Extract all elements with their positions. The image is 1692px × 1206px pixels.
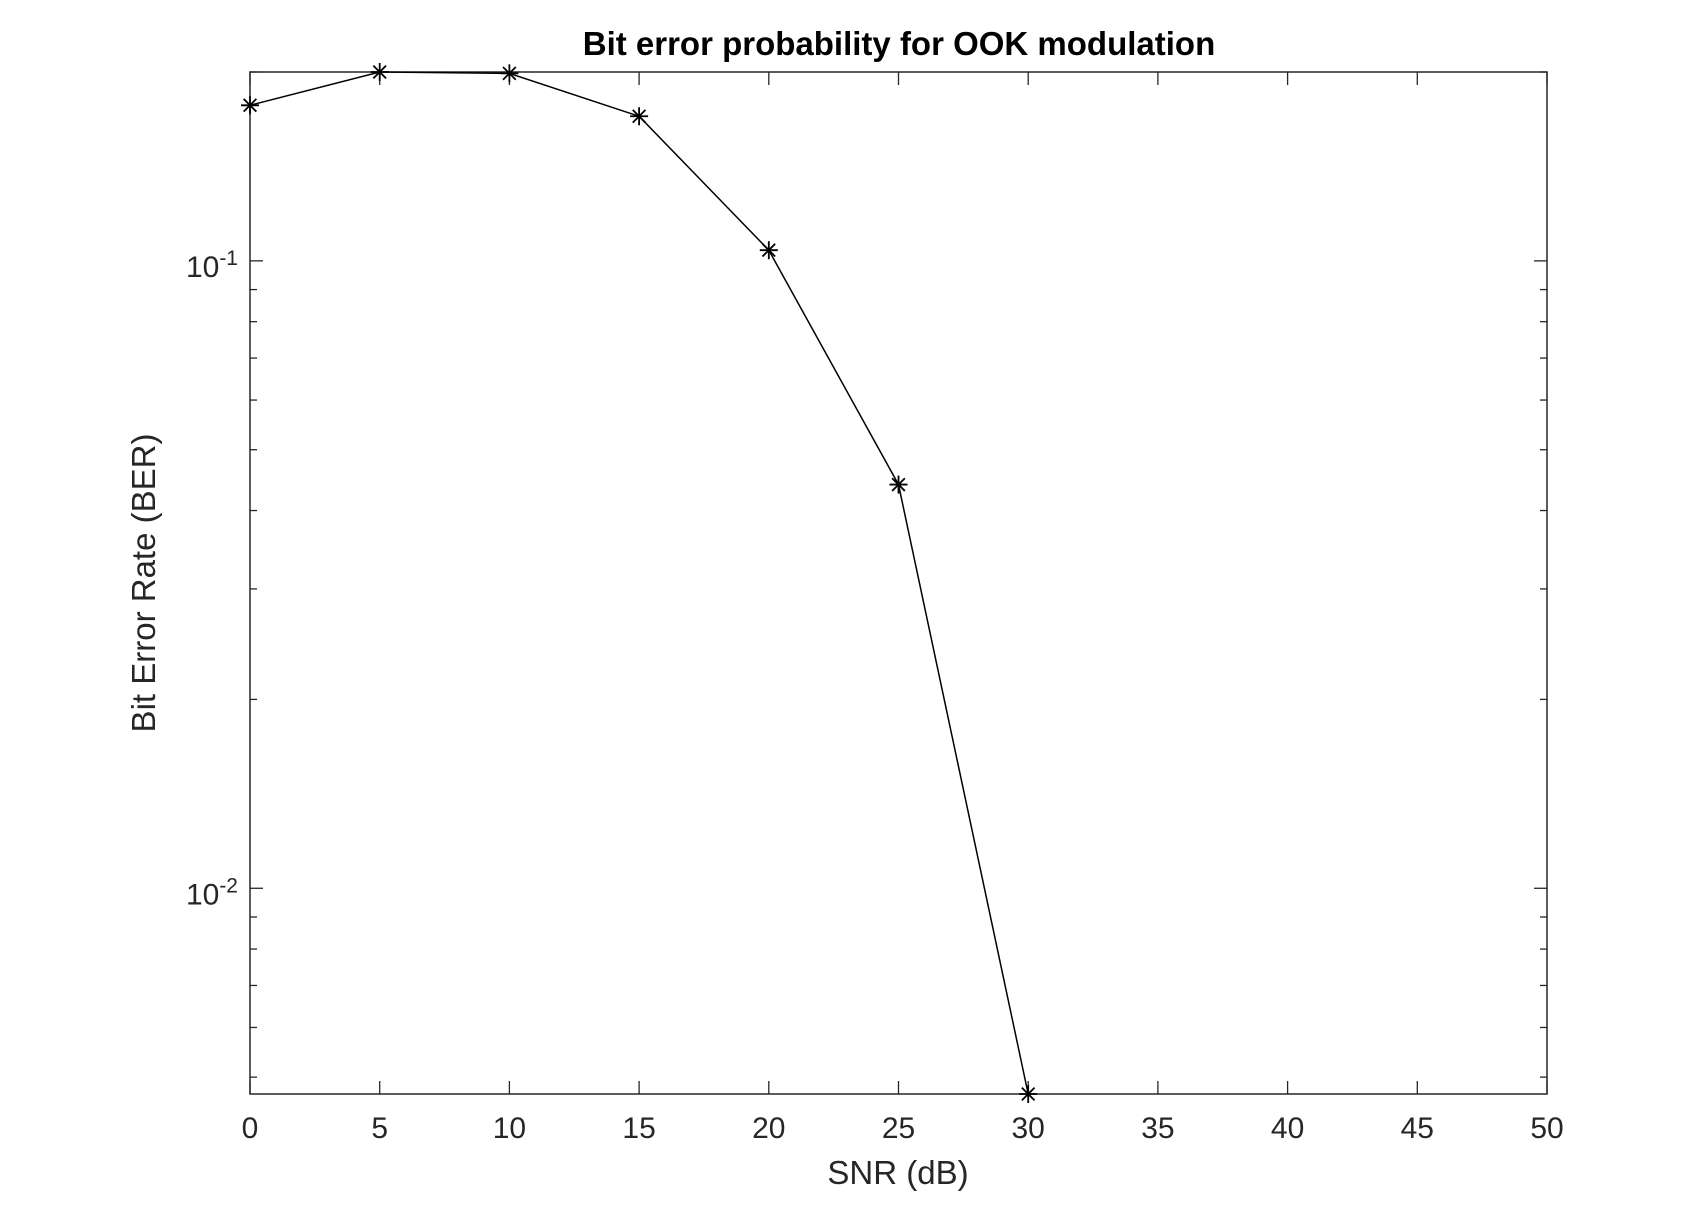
data-point-marker xyxy=(759,241,778,260)
y-axis-label: Bit Error Rate (BER) xyxy=(125,434,162,733)
x-tick-label: 10 xyxy=(493,1112,526,1145)
data-point-marker xyxy=(889,475,908,494)
x-axis-label: SNR (dB) xyxy=(827,1154,968,1191)
y-tick-label: 10-1 xyxy=(186,247,238,284)
x-tick-label: 25 xyxy=(882,1112,915,1145)
chart-title: Bit error probability for OOK modulation xyxy=(583,25,1216,62)
x-tick-label: 40 xyxy=(1271,1112,1304,1145)
y-tick-label: 10-2 xyxy=(186,874,238,911)
data-point-marker xyxy=(370,63,389,81)
data-point-marker xyxy=(241,96,259,115)
x-tick-label: 15 xyxy=(622,1112,655,1145)
x-tick-label: 35 xyxy=(1141,1112,1174,1145)
data-point-marker xyxy=(500,64,519,83)
x-tick-label: 30 xyxy=(1012,1112,1045,1145)
ber-series-markers xyxy=(241,63,1038,1103)
ber-series-line xyxy=(249,71,1029,1095)
x-tick-label: 5 xyxy=(371,1112,388,1145)
x-tick-label: 45 xyxy=(1401,1112,1434,1145)
plot-frame xyxy=(249,71,1548,1095)
x-tick-label: 50 xyxy=(1530,1112,1563,1145)
x-tick-label: 0 xyxy=(242,1112,259,1145)
x-tick-label: 20 xyxy=(752,1112,785,1145)
x-axis-ticks: 0 5 10 15 20 25 30 35 40 45 50 xyxy=(242,72,1564,1145)
minor-ticks xyxy=(250,71,1547,1078)
data-point-marker xyxy=(1019,1085,1038,1103)
data-point-marker xyxy=(630,107,649,126)
y-axis-ticks: 10-1 10-2 xyxy=(186,247,1547,911)
